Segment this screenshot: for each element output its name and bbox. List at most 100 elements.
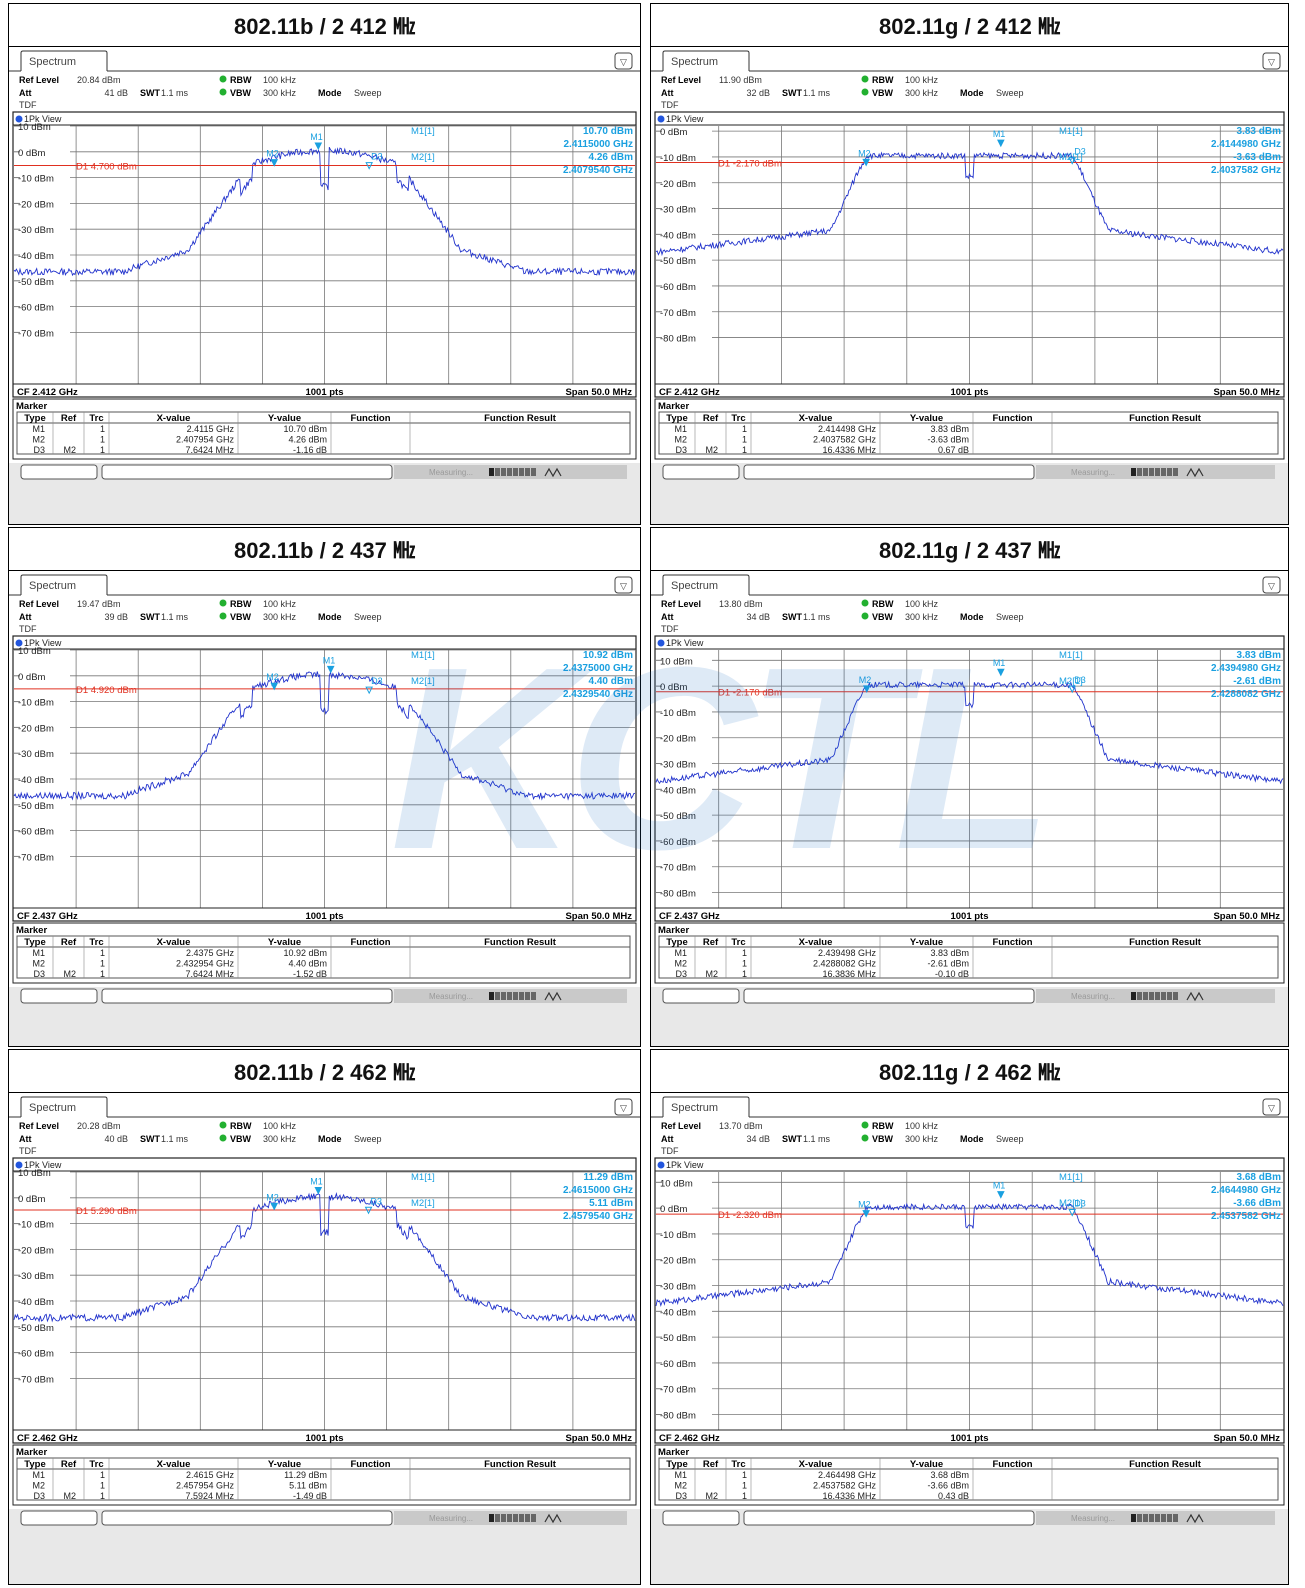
print-icon[interactable]: [614, 576, 633, 594]
softkey-left[interactable]: [20, 464, 98, 480]
table-cell-x: 7.5924 MHz: [185, 1491, 234, 1501]
table-cell-y: -3.63 dBm: [927, 435, 969, 445]
mode-label: Mode: [960, 612, 984, 622]
table-header: Y-value: [910, 937, 943, 948]
table-header: Y-value: [910, 1459, 943, 1470]
table-cell-trc: 1: [742, 969, 747, 979]
y-tick-label: -60 dBm: [660, 282, 696, 293]
marker-d3-label: D3: [1074, 675, 1086, 685]
status-field[interactable]: [101, 464, 393, 480]
marker-m1[interactable]: [314, 1186, 323, 1195]
swt-label: SWT: [782, 88, 802, 98]
spectrum-chart: Spectrum ▽ Ref Level 13.70 dBm Att 34 dB TDF SW…: [651, 1096, 1288, 1584]
ref-level-value: 11.90 dBm: [719, 75, 762, 85]
marker-m2[interactable]: [862, 158, 870, 167]
print-icon[interactable]: [614, 1098, 633, 1116]
marker-m2-readout-level: -3.63 dBm: [1233, 152, 1281, 163]
spectrum-tab[interactable]: [662, 50, 750, 71]
marker-d3[interactable]: [365, 686, 373, 695]
softkey-left[interactable]: [20, 988, 98, 1004]
marker-m1[interactable]: [997, 668, 1005, 677]
marker-m2[interactable]: [862, 685, 871, 693]
print-icon[interactable]: [1262, 576, 1281, 594]
print-icon[interactable]: [614, 52, 633, 70]
trace-indicator-icon: [15, 115, 23, 123]
status-field[interactable]: [743, 464, 1035, 480]
print-icon[interactable]: [1262, 1098, 1281, 1116]
spectrum-tab[interactable]: [20, 574, 108, 595]
svg-text:▽: ▽: [1268, 1103, 1275, 1113]
status-field[interactable]: [743, 988, 1035, 1004]
y-tick-label: -70 dBm: [18, 328, 54, 339]
table-cell-trc: 1: [100, 969, 105, 979]
spectrum-trace: [13, 670, 636, 801]
y-tick-label: -50 dBm: [660, 256, 696, 267]
marker-m1-readout-level: 3.83 dBm: [1237, 650, 1282, 661]
att-label: Att: [19, 88, 32, 98]
att-value: 40 dB: [104, 1134, 128, 1144]
vbw-coupled-icon: [219, 612, 227, 620]
marker-m1[interactable]: [314, 142, 323, 151]
table-header: Ref: [61, 413, 77, 424]
marker-m2-readout-freq: 2.4079540 GHz: [563, 165, 633, 176]
spectrum-tab[interactable]: [20, 1096, 108, 1117]
spectrum-tab[interactable]: [20, 50, 108, 71]
span: Span 50.0 MHz: [565, 911, 632, 922]
view-label: 1Pk View: [24, 114, 62, 124]
y-tick-label: -10 dBm: [18, 698, 54, 709]
spectrum-tab[interactable]: [662, 1096, 750, 1117]
panel-title: 802.11b / 2 462 ㎒: [8, 1049, 641, 1093]
table-header: Y-value: [268, 937, 301, 948]
marker-m1[interactable]: [997, 139, 1005, 148]
marker-m2-readout-freq: 2.4037582 GHz: [1211, 165, 1281, 176]
status-field[interactable]: [743, 1510, 1035, 1526]
att-value: 34 dB: [746, 1134, 770, 1144]
rbw-coupled-icon: [219, 1121, 227, 1129]
table-cell-y: 10.92 dBm: [283, 948, 327, 958]
table-header: Function Result: [1129, 413, 1202, 424]
table-cell-y: 11.29 dBm: [284, 1470, 327, 1480]
vbw-value: 300 kHz: [263, 612, 297, 622]
marker-m2[interactable]: [270, 1202, 279, 1211]
analyzer-screenshot: Spectrum ▽ Ref Level 11.90 dBm Att 32 dB TDF SW…: [650, 46, 1289, 525]
marker-d3[interactable]: [1068, 1208, 1077, 1217]
table-cell-type: M1: [674, 948, 687, 958]
marker-m2-readout-freq: 2.4537582 GHz: [1211, 1211, 1281, 1222]
spectrum-tab[interactable]: [662, 574, 750, 595]
spectrum-chart: Spectrum ▽ Ref Level 13.80 dBm Att 34 dB TDF SW…: [651, 574, 1288, 1046]
marker-m2[interactable]: [270, 159, 279, 167]
status-field[interactable]: [101, 1510, 393, 1526]
y-tick-label: -10 dBm: [660, 153, 696, 164]
marker-m2[interactable]: [862, 1210, 870, 1218]
softkey-left[interactable]: [20, 1510, 98, 1526]
table-cell-type: M2: [674, 1481, 687, 1491]
marker-d3[interactable]: [1068, 685, 1077, 694]
marker-d3[interactable]: [365, 162, 373, 170]
softkey-left[interactable]: [662, 988, 740, 1004]
y-tick-label: -20 dBm: [660, 1256, 696, 1267]
print-icon[interactable]: [1262, 52, 1281, 70]
softkey-left[interactable]: [662, 1510, 740, 1526]
softkey-left[interactable]: [662, 464, 740, 480]
table-header: Trc: [731, 413, 745, 424]
marker-m1-readout-freq: 2.4394980 GHz: [1211, 663, 1281, 674]
center-frequency: CF 2.412 GHz: [659, 387, 720, 398]
panel-title: 802.11b / 2 437 ㎒: [8, 527, 641, 571]
table-header: Trc: [89, 413, 103, 424]
table-header: Ref: [703, 1459, 719, 1470]
marker-m2-readout-name: M2[1]: [1059, 152, 1083, 163]
marker-m1[interactable]: [997, 1191, 1005, 1199]
table-header: Y-value: [910, 413, 943, 424]
status-field[interactable]: [101, 988, 393, 1004]
y-tick-label: -40 dBm: [18, 251, 54, 262]
marker-m1[interactable]: [326, 665, 335, 674]
marker-d3[interactable]: [1068, 157, 1077, 165]
rbw-value: 100 kHz: [905, 75, 939, 85]
marker-d3[interactable]: [364, 1206, 373, 1215]
table-cell-type: D3: [675, 969, 687, 979]
mode-value: Sweep: [354, 88, 382, 98]
marker-m2[interactable]: [270, 682, 279, 691]
swt-label: SWT: [140, 612, 160, 622]
table-cell-trc: 1: [742, 948, 747, 958]
table-cell-y: 5.11 dBm: [289, 1481, 327, 1491]
